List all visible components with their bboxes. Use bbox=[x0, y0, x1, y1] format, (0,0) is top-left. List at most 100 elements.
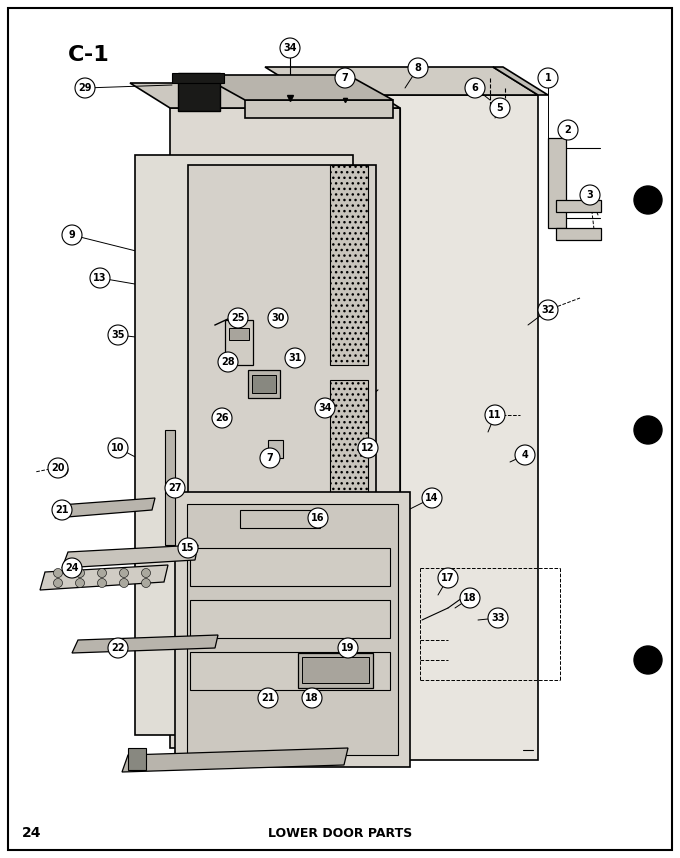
Circle shape bbox=[515, 445, 535, 465]
Circle shape bbox=[108, 638, 128, 658]
Text: 18: 18 bbox=[305, 693, 319, 703]
Circle shape bbox=[558, 120, 578, 140]
Text: 18: 18 bbox=[463, 593, 477, 603]
Bar bbox=[190, 652, 390, 690]
Circle shape bbox=[228, 308, 248, 328]
Bar bbox=[252, 375, 276, 393]
Bar bbox=[302, 657, 369, 683]
Circle shape bbox=[358, 438, 378, 458]
Text: 16: 16 bbox=[311, 513, 325, 523]
Text: 30: 30 bbox=[271, 313, 285, 323]
Text: 29: 29 bbox=[78, 83, 92, 93]
Bar bbox=[310, 95, 538, 760]
Circle shape bbox=[108, 325, 128, 345]
Text: 15: 15 bbox=[182, 543, 194, 553]
Text: 31: 31 bbox=[288, 353, 302, 363]
Bar bbox=[240, 510, 320, 528]
Text: 9: 9 bbox=[69, 230, 75, 240]
Circle shape bbox=[268, 308, 288, 328]
Text: 3: 3 bbox=[587, 190, 594, 200]
Polygon shape bbox=[122, 748, 348, 772]
Bar bbox=[556, 200, 601, 212]
Circle shape bbox=[488, 608, 508, 628]
Circle shape bbox=[280, 38, 300, 58]
Bar bbox=[187, 504, 398, 755]
Circle shape bbox=[485, 405, 505, 425]
Bar bbox=[190, 600, 390, 638]
Text: 5: 5 bbox=[496, 103, 503, 113]
Circle shape bbox=[75, 569, 84, 577]
Text: 12: 12 bbox=[361, 443, 375, 453]
Text: 25: 25 bbox=[231, 313, 245, 323]
Bar bbox=[248, 370, 280, 398]
Circle shape bbox=[335, 68, 355, 88]
Text: 27: 27 bbox=[168, 483, 182, 493]
Polygon shape bbox=[130, 83, 400, 108]
Text: 11: 11 bbox=[488, 410, 502, 420]
Polygon shape bbox=[62, 545, 198, 568]
Text: 20: 20 bbox=[51, 463, 65, 473]
Bar bbox=[548, 138, 566, 228]
Polygon shape bbox=[265, 67, 538, 95]
Circle shape bbox=[165, 478, 185, 498]
Text: 34: 34 bbox=[284, 43, 296, 53]
Bar bbox=[165, 430, 175, 545]
Bar bbox=[330, 380, 368, 500]
Text: 7: 7 bbox=[341, 73, 348, 83]
Circle shape bbox=[465, 78, 485, 98]
Circle shape bbox=[634, 186, 662, 214]
Text: 13: 13 bbox=[93, 273, 107, 283]
Polygon shape bbox=[200, 75, 393, 100]
Bar bbox=[170, 108, 400, 748]
Circle shape bbox=[141, 569, 150, 577]
Circle shape bbox=[90, 268, 110, 288]
Circle shape bbox=[141, 578, 150, 588]
Circle shape bbox=[634, 416, 662, 444]
Text: 2: 2 bbox=[564, 125, 571, 135]
Bar bbox=[225, 320, 253, 365]
Text: 24: 24 bbox=[22, 826, 41, 840]
Text: 4: 4 bbox=[522, 450, 528, 460]
Circle shape bbox=[212, 408, 232, 428]
Text: 35: 35 bbox=[112, 330, 124, 340]
Bar bbox=[172, 73, 224, 83]
Text: 26: 26 bbox=[216, 413, 228, 423]
Circle shape bbox=[62, 225, 82, 245]
Text: 33: 33 bbox=[491, 613, 505, 623]
Text: LOWER DOOR PARTS: LOWER DOOR PARTS bbox=[268, 827, 412, 840]
Bar bbox=[330, 165, 368, 365]
Polygon shape bbox=[493, 67, 548, 95]
Circle shape bbox=[75, 578, 84, 588]
Polygon shape bbox=[40, 565, 168, 590]
Circle shape bbox=[580, 185, 600, 205]
Text: 24: 24 bbox=[65, 563, 79, 573]
Circle shape bbox=[422, 488, 442, 508]
Text: C-1: C-1 bbox=[68, 45, 109, 65]
Circle shape bbox=[408, 58, 428, 78]
Circle shape bbox=[97, 578, 107, 588]
Text: 6: 6 bbox=[472, 83, 478, 93]
Circle shape bbox=[338, 638, 358, 658]
Circle shape bbox=[315, 398, 335, 418]
Circle shape bbox=[260, 448, 280, 468]
Circle shape bbox=[285, 348, 305, 368]
Circle shape bbox=[438, 568, 458, 588]
Bar bbox=[135, 155, 353, 735]
Circle shape bbox=[302, 688, 322, 708]
Bar bbox=[245, 100, 393, 118]
Circle shape bbox=[218, 352, 238, 372]
Text: 19: 19 bbox=[341, 643, 355, 653]
Circle shape bbox=[54, 578, 63, 588]
Text: 17: 17 bbox=[441, 573, 455, 583]
Bar bbox=[268, 440, 283, 458]
Polygon shape bbox=[55, 498, 155, 518]
Circle shape bbox=[108, 438, 128, 458]
Circle shape bbox=[258, 688, 278, 708]
Circle shape bbox=[75, 78, 95, 98]
Circle shape bbox=[62, 558, 82, 578]
Text: 14: 14 bbox=[425, 493, 439, 503]
Circle shape bbox=[120, 578, 129, 588]
Circle shape bbox=[490, 98, 510, 118]
Bar bbox=[175, 492, 410, 767]
Circle shape bbox=[538, 300, 558, 320]
